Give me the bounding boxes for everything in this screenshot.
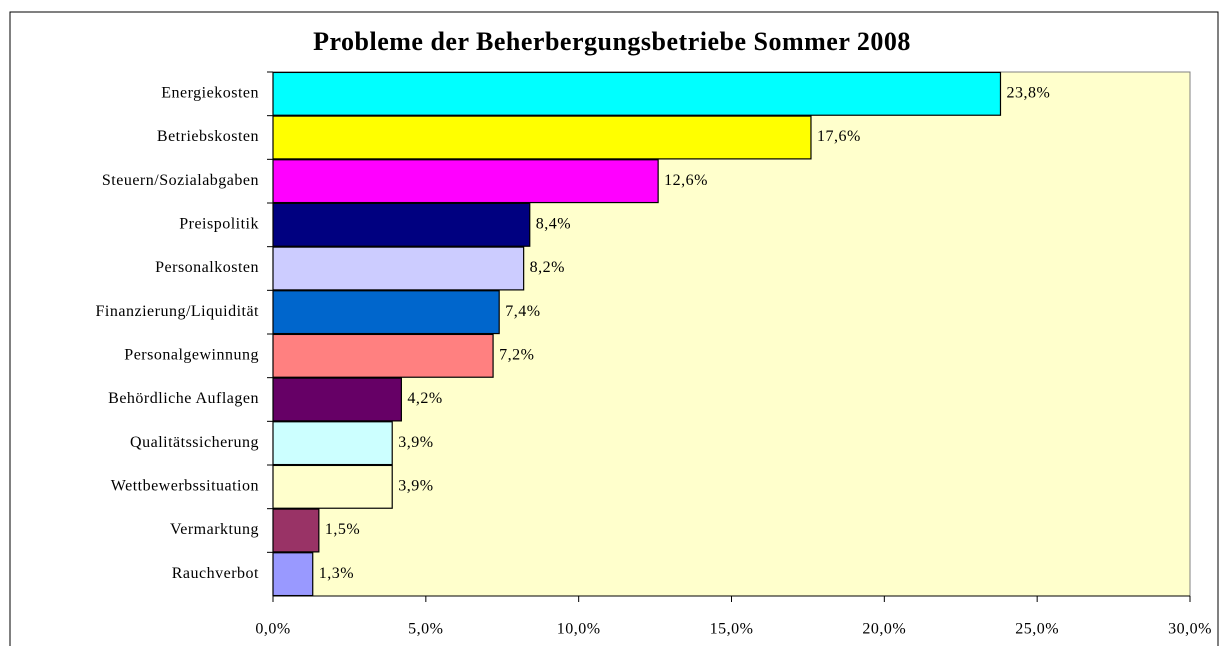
bar [272,421,393,466]
bar [272,115,812,160]
y-tick-label: Preispolitik [179,216,259,233]
bar [272,552,314,597]
bar [272,159,659,204]
y-tick-label: Vermarktung [170,521,259,538]
bar [272,290,500,335]
data-label: 1,3% [319,565,354,582]
y-tick-label: Steuern/Sozialabgaben [102,172,259,189]
data-label: 12,6% [664,172,708,189]
y-tick-label: Rauchverbot [172,565,259,582]
bar [272,202,531,247]
bar [272,464,393,509]
bar [272,71,1002,116]
x-tick-label: 25,0% [1015,621,1059,638]
x-tick-label: 15,0% [710,621,754,638]
y-tick-label: Qualitätssicherung [130,434,259,451]
bar [272,246,525,291]
bar [272,508,320,553]
data-label: 4,2% [407,390,442,407]
data-label: 23,8% [1006,85,1050,102]
y-tick-label: Betriebskosten [157,128,259,145]
x-tick-label: 30,0% [1168,621,1212,638]
data-label: 3,9% [398,478,433,495]
y-tick-label: Personalkosten [155,259,259,276]
y-tick-label: Personalgewinnung [124,347,259,364]
bar [272,377,402,422]
y-tick-label: Behördliche Auflagen [108,390,259,407]
x-tick-label: 10,0% [557,621,601,638]
data-label: 7,4% [505,303,540,320]
data-label: 7,2% [499,347,534,364]
data-label: 8,2% [530,259,565,276]
y-tick-label: Energiekosten [161,85,259,102]
data-label: 17,6% [817,128,861,145]
x-tick-label: 5,0% [408,621,443,638]
data-label: 3,9% [398,434,433,451]
data-label: 8,4% [536,216,571,233]
chart-title: Probleme der Beherbergungsbetriebe Somme… [313,27,911,56]
y-tick-label: Wettbewerbssituation [111,478,259,495]
data-label: 1,5% [325,521,360,538]
x-tick-label: 0,0% [255,621,290,638]
y-tick-label: Finanzierung/Liquidität [96,303,260,320]
bar [272,333,494,378]
x-tick-label: 20,0% [862,621,906,638]
